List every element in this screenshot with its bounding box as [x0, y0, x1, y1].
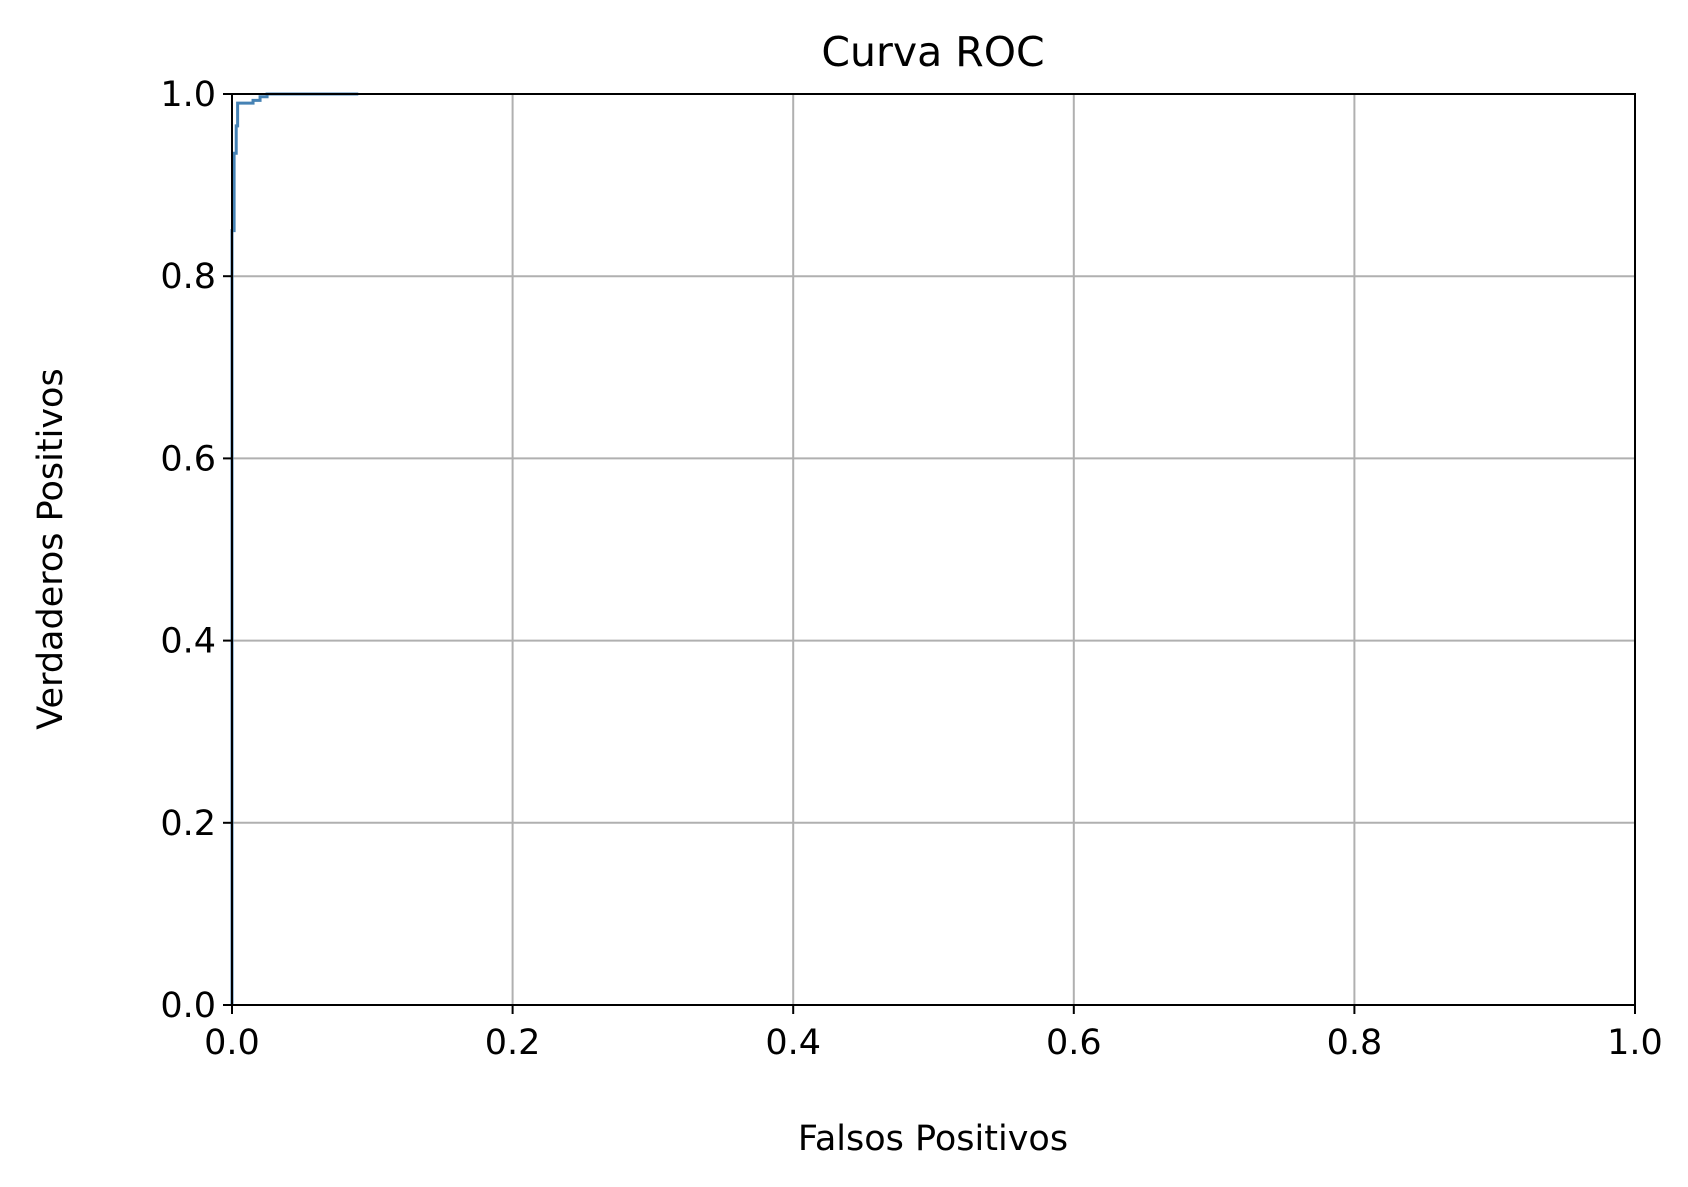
- y-axis-title: Verdaderos Positivos: [31, 368, 71, 729]
- x-tick-label: 0.0: [204, 1023, 260, 1063]
- chart-title: Curva ROC: [821, 28, 1044, 76]
- y-tick-label: 0.8: [160, 257, 216, 297]
- y-tick-label: 0.2: [160, 804, 216, 844]
- x-tick-label: 0.2: [485, 1023, 541, 1063]
- x-tick-label: 0.4: [765, 1023, 821, 1063]
- plot-frame: [231, 93, 1636, 1006]
- y-tick-label: 0.6: [160, 439, 216, 479]
- tick-layer: 0.0 0.2 0.4 0.6 0.8 1.0 0.0 0.2 0.4 0.6 0.8 1.0: [160, 75, 1663, 1063]
- x-tick-label: 0.6: [1046, 1023, 1102, 1063]
- grid-layer: [231, 93, 1636, 1006]
- roc-curve-line: [230, 92, 359, 1005]
- series-layer: [230, 92, 359, 1005]
- x-axis-title: Falsos Positivos: [798, 1119, 1068, 1159]
- x-tick-label: 1.0: [1607, 1023, 1663, 1063]
- x-tick-label: 0.8: [1327, 1023, 1383, 1063]
- y-tick-label: 0.4: [160, 622, 216, 662]
- y-tick-label: 1.0: [160, 75, 216, 115]
- y-tick-label: 0.0: [160, 986, 216, 1026]
